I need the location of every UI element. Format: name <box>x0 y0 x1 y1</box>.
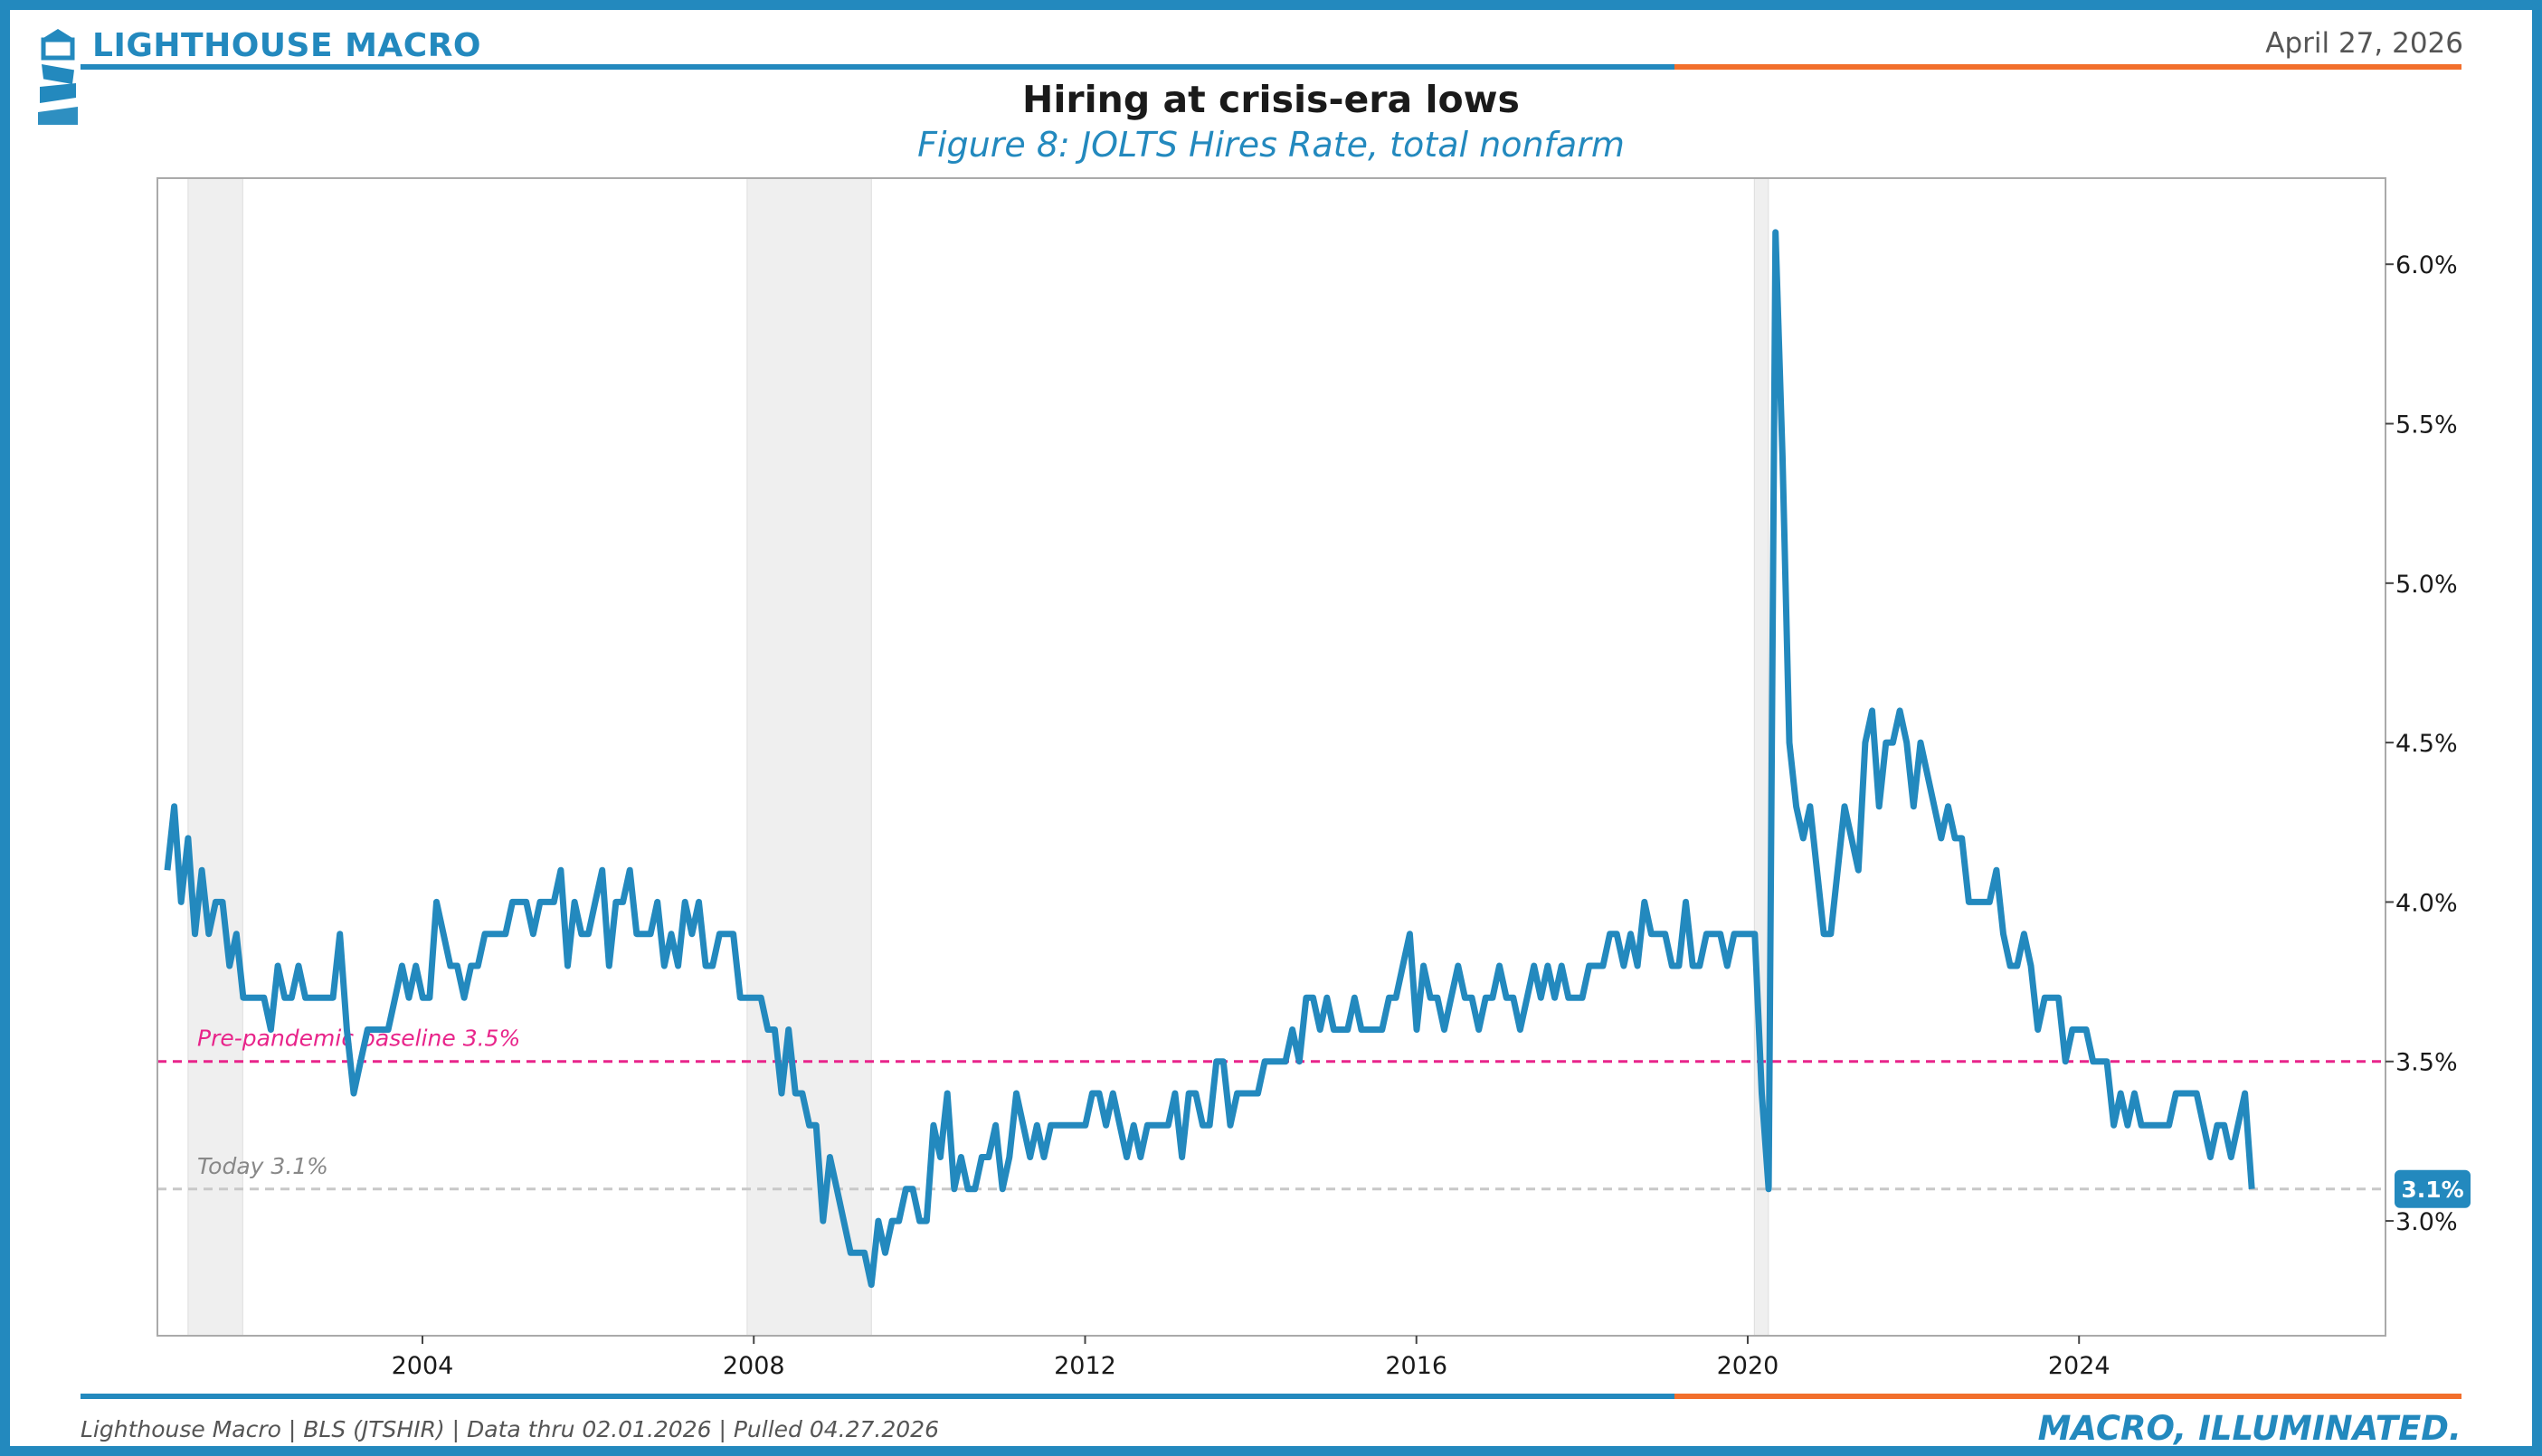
header-rule-blue <box>81 64 1674 70</box>
chart-title: Hiring at crisis-era lows <box>1022 78 1520 121</box>
footer-tagline: MACRO, ILLUMINATED. <box>2037 1409 2461 1448</box>
reference-label-1: Today 3.1% <box>197 1153 328 1179</box>
x-tick-label-5: 2024 <box>2048 1352 2110 1380</box>
last-value-badge-bg <box>2395 1169 2471 1208</box>
series-line-0 <box>164 229 2255 1289</box>
footer-rule-orange <box>1674 1394 2461 1399</box>
y-tick-label-1: 3.5% <box>2395 1049 2458 1077</box>
y-tick-label-5: 5.5% <box>2395 411 2458 440</box>
x-tick-label-3: 2016 <box>1385 1352 1447 1380</box>
last-value-badge-label: 3.1% <box>2401 1177 2463 1203</box>
recession-band-0 <box>187 177 243 1337</box>
y-tick-label-0: 3.0% <box>2395 1208 2458 1236</box>
brand-name: LIGHTHOUSE MACRO <box>92 27 482 64</box>
report-date: April 27, 2026 <box>2265 27 2463 60</box>
header-rule-orange <box>1674 64 2461 70</box>
y-tick-label-4: 5.0% <box>2395 571 2458 599</box>
chart-subtitle: Figure 8: JOLTS Hires Rate, total nonfar… <box>917 125 1625 165</box>
x-tick-label-4: 2020 <box>1717 1352 1779 1380</box>
reference-label-0: Pre-pandemic baseline 3.5% <box>197 1026 520 1052</box>
recession-band-1 <box>746 177 872 1337</box>
x-tick-label-0: 2004 <box>392 1352 454 1380</box>
lighthouse-logo-icon <box>38 29 78 125</box>
last-value-badge: 3.1% <box>2395 1169 2471 1208</box>
plot-area-border <box>157 177 2386 1337</box>
y-tick-label-6: 6.0% <box>2395 251 2458 279</box>
x-tick-label-1: 2008 <box>723 1352 785 1380</box>
y-tick-label-3: 4.5% <box>2395 730 2458 758</box>
footer-source: Lighthouse Macro | BLS (JTSHIR) | Data t… <box>81 1416 939 1442</box>
x-tick-label-2: 2012 <box>1054 1352 1116 1380</box>
footer-rule-blue <box>81 1394 1674 1399</box>
y-tick-label-2: 4.0% <box>2395 889 2458 917</box>
